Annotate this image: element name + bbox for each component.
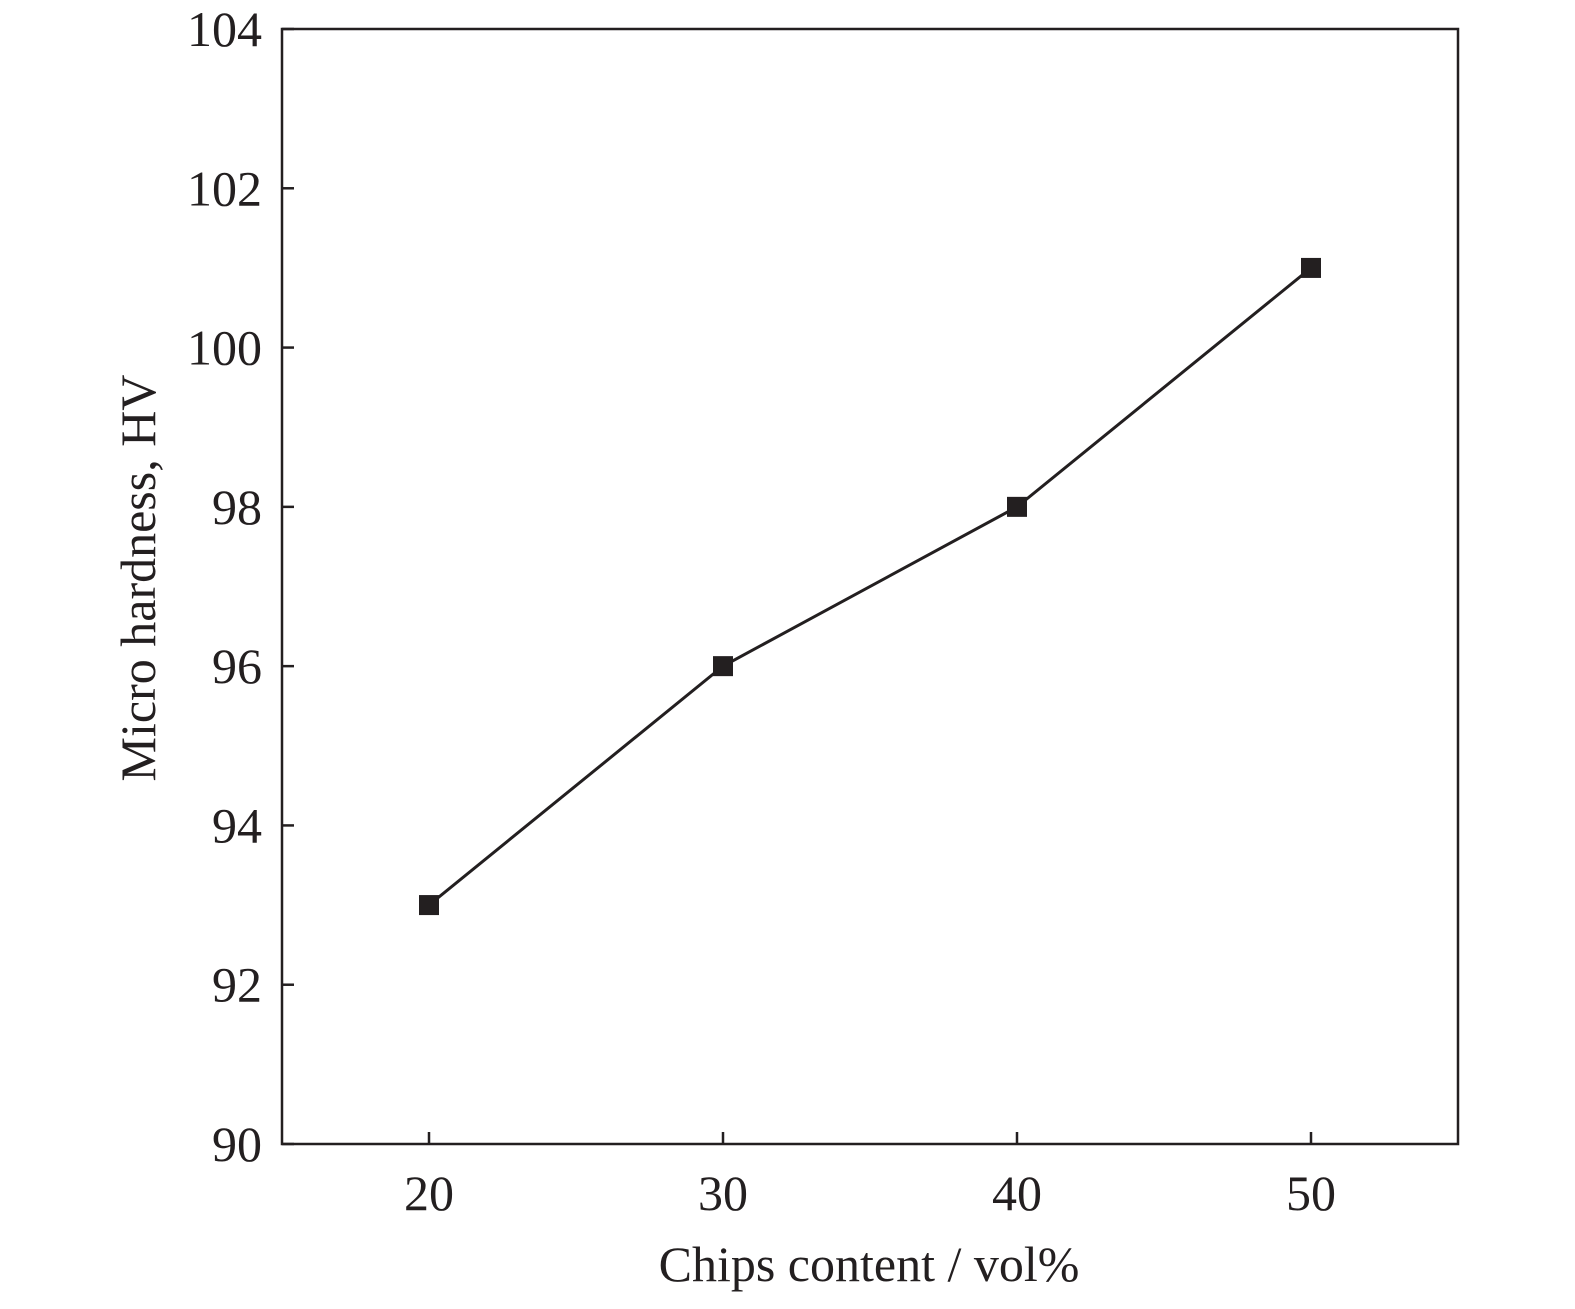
y-axis-ticks: 90 92 94 96 98 100 102 104 — [187, 1, 294, 1172]
data-point-marker — [713, 656, 733, 677]
y-tick-label: 100 — [187, 320, 262, 376]
series-layer — [419, 257, 1321, 916]
y-tick-label: 98 — [212, 479, 262, 535]
x-tick-label: 40 — [992, 1165, 1042, 1221]
y-tick-label: 104 — [187, 1, 262, 57]
data-point-marker — [419, 895, 439, 916]
y-tick-label: 90 — [212, 1116, 262, 1172]
y-tick-label: 94 — [212, 797, 262, 853]
x-tick-label: 50 — [1286, 1165, 1336, 1221]
x-tick-label: 30 — [698, 1165, 748, 1221]
y-axis-label: Micro hardness, HV — [110, 375, 166, 782]
y-tick-label: 92 — [212, 957, 262, 1013]
plot-frame — [280, 27, 1460, 1146]
x-axis-label: Chips content / vol% — [659, 1236, 1080, 1292]
series-line — [428, 266, 1312, 907]
y-tick-label: 102 — [187, 160, 262, 216]
data-point-marker — [1301, 257, 1321, 278]
data-point-marker — [1007, 496, 1027, 517]
x-tick-label: 20 — [404, 1165, 454, 1221]
y-tick-label: 96 — [212, 638, 262, 694]
x-axis-ticks: 20 30 40 50 — [404, 1132, 1336, 1221]
